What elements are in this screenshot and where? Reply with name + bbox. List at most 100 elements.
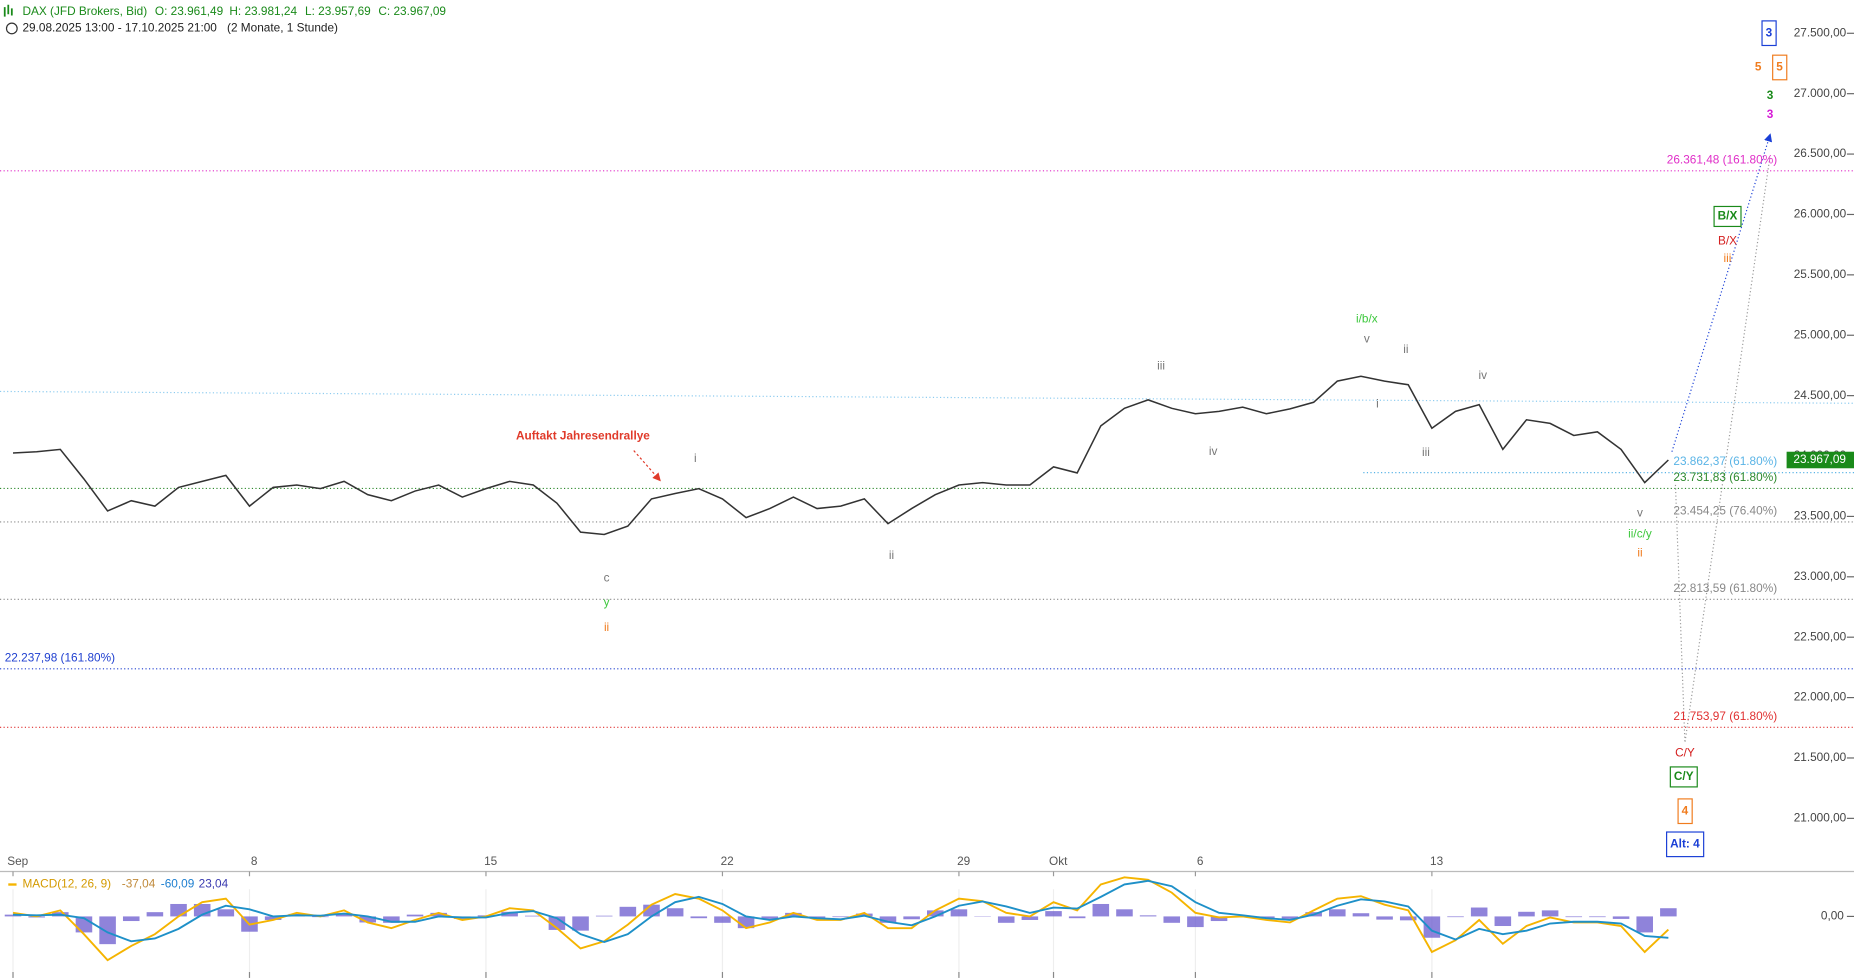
macd-histogram-bar: [1518, 911, 1535, 917]
wave-label: iii: [1422, 445, 1430, 459]
y-tick-label: 21.000,00: [1794, 810, 1847, 824]
wave-label: 5: [1776, 60, 1783, 74]
wave-label: ii: [1403, 342, 1408, 356]
macd-histogram-bar: [1612, 916, 1630, 919]
wave-label-box: [1677, 798, 1693, 825]
macd-histogram-bar: [170, 903, 187, 917]
macd-histogram-bar: [690, 916, 708, 919]
wave-label: 5: [1755, 60, 1762, 74]
macd-histogram-bar: [1352, 913, 1370, 917]
macd-histogram-bar: [1660, 908, 1677, 917]
macd-histogram-bar: [1565, 916, 1583, 918]
macd-histogram-bar: [217, 909, 235, 917]
macd-histogram-bar: [1187, 916, 1204, 928]
wave-label: iv: [1478, 368, 1487, 382]
macd-y-tick-label: 0,00: [1821, 909, 1844, 923]
macd-histogram-bar: [1399, 916, 1417, 921]
macd-legend-value: 23,04: [199, 877, 229, 891]
macd-histogram-bar: [264, 916, 282, 920]
wave-label: B/X: [1718, 209, 1738, 223]
clock-icon: [5, 22, 18, 35]
macd-histogram-bar: [1139, 915, 1157, 917]
macd-histogram-bar: [737, 916, 755, 929]
y-tick-label: 25.000,00: [1794, 327, 1847, 341]
y-tick-label: 22.000,00: [1794, 690, 1847, 704]
wave-label: ii: [1637, 546, 1642, 560]
wave-label: ii/c/y: [1628, 527, 1652, 541]
macd-histogram-bar: [146, 912, 164, 917]
macd-histogram-bar: [359, 916, 377, 923]
y-tick-label: 21.500,00: [1794, 750, 1847, 764]
y-tick-label: 26.000,00: [1794, 207, 1847, 221]
wave-label: 3: [1767, 88, 1774, 102]
wave-label: v: [1364, 332, 1370, 346]
macd-histogram-bar: [785, 912, 802, 917]
macd-histogram-bar: [997, 916, 1015, 923]
header: DAX (JFD Brokers, Bid) O: 23.961,49 H: 2…: [3, 4, 446, 35]
wave-label: iii: [1724, 251, 1732, 265]
wave-label-box: [1713, 205, 1742, 228]
level-label: 23.862,37 (61.80%): [1673, 454, 1777, 468]
instrument: DAX (JFD Brokers, Bid): [22, 4, 147, 18]
macd-histogram-bar: [1116, 909, 1133, 917]
wave-label: iii: [1157, 359, 1165, 373]
macd-legend-title: MACD(12, 26, 9): [22, 877, 111, 891]
macd-histogram-bar: [548, 916, 566, 930]
macd-histogram-bar: [832, 916, 849, 918]
wave-label: C/Y: [1674, 769, 1694, 783]
macd-histogram-bar: [1092, 903, 1110, 917]
level-label: 26.361,48 (161.80%): [1667, 152, 1777, 166]
macd-histogram-bar: [1068, 916, 1086, 919]
trend-line: [0, 390, 1854, 404]
y-tick-label: 22.500,00: [1794, 629, 1847, 643]
wave-label: 3: [1767, 107, 1774, 121]
macd-histogram-bar: [761, 916, 779, 919]
macd-histogram-bar: [524, 915, 542, 917]
ohlc-low: L: 23.957,69: [305, 4, 371, 18]
macd-histogram-bar: [879, 916, 897, 923]
macd-histogram-bar: [1470, 907, 1488, 917]
y-tick-label: 26.500,00: [1794, 146, 1847, 160]
macd-histogram-bar: [1045, 911, 1062, 917]
x-tick-label: 15: [484, 854, 498, 868]
macd-histogram-bar: [406, 914, 424, 917]
date-range: 29.08.2025 13:00 - 17.10.2025 21:00: [22, 21, 217, 35]
macd-histogram-bar: [1210, 916, 1228, 922]
wave-label-box: [1761, 20, 1777, 47]
projection-line-alt: [1674, 156, 1771, 743]
x-tick-label: Okt: [1049, 854, 1068, 868]
instrument-icon: [3, 4, 13, 17]
wave-label: y: [604, 595, 610, 609]
level-label: 23.454,25 (76.40%): [1673, 503, 1777, 517]
wave-label: B/X: [1718, 233, 1737, 247]
macd-histogram-bar: [99, 916, 116, 945]
y-tick-label: 23.500,00: [1794, 509, 1847, 523]
price-tag-label: 23.967,09: [1793, 452, 1846, 466]
wave-label: i/b/x: [1356, 311, 1378, 325]
macd-histogram-bar: [903, 916, 920, 920]
period: (2 Monate, 1 Stunde): [227, 21, 338, 35]
macd-histogram-bar: [666, 908, 684, 917]
wave-label: ii: [604, 620, 609, 634]
x-tick-label: 29: [957, 854, 971, 868]
macd-histogram-bar: [619, 906, 637, 917]
projection-line: [1671, 133, 1773, 452]
y-tick-label: 24.500,00: [1794, 388, 1847, 402]
level-label: 23.731,83 (61.80%): [1673, 470, 1777, 484]
wave-label: ii: [889, 548, 894, 562]
x-tick-label: Sep: [7, 854, 28, 868]
wave-label: v: [1637, 505, 1643, 519]
macd-histogram-bar: [335, 913, 353, 917]
macd-histogram-bar: [1021, 916, 1039, 920]
x-tick-label: 6: [1197, 854, 1204, 868]
macd-histogram-bar: [383, 916, 400, 923]
wave-label-box: [1666, 831, 1705, 858]
macd-histogram-bar: [501, 911, 518, 917]
wave-label: i: [1376, 397, 1379, 411]
macd-histogram-bar: [1376, 916, 1393, 920]
level-label: 22.237,98 (161.80%): [5, 650, 115, 664]
level-label: 22.813,59 (61.80%): [1673, 581, 1777, 595]
macd-legend-value: -37,04: [122, 877, 156, 891]
